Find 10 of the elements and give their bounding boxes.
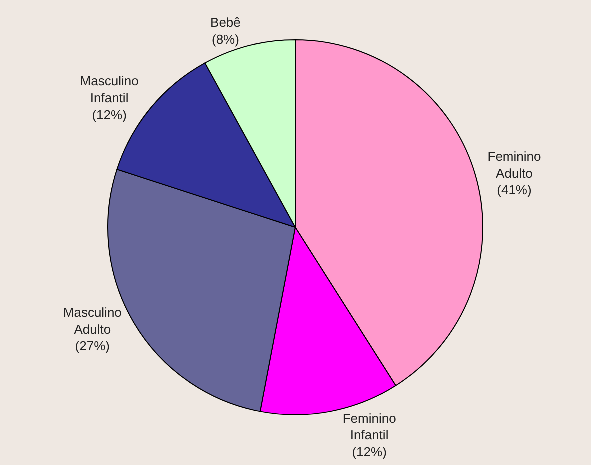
data-label: (27%)	[75, 338, 110, 354]
slice-label: Feminino Adulto	[488, 148, 542, 181]
slice-label: Bebê	[210, 14, 241, 30]
slice-label: Feminino Infantil	[342, 410, 396, 443]
slice-label: Masculino Adulto	[63, 304, 122, 337]
data-label: (41%)	[497, 182, 532, 198]
data-label: (12%)	[92, 107, 127, 122]
data-label: (8%)	[212, 32, 240, 47]
data-label: (12%)	[352, 444, 387, 460]
slice-label: Masculino Infantil	[80, 74, 139, 106]
